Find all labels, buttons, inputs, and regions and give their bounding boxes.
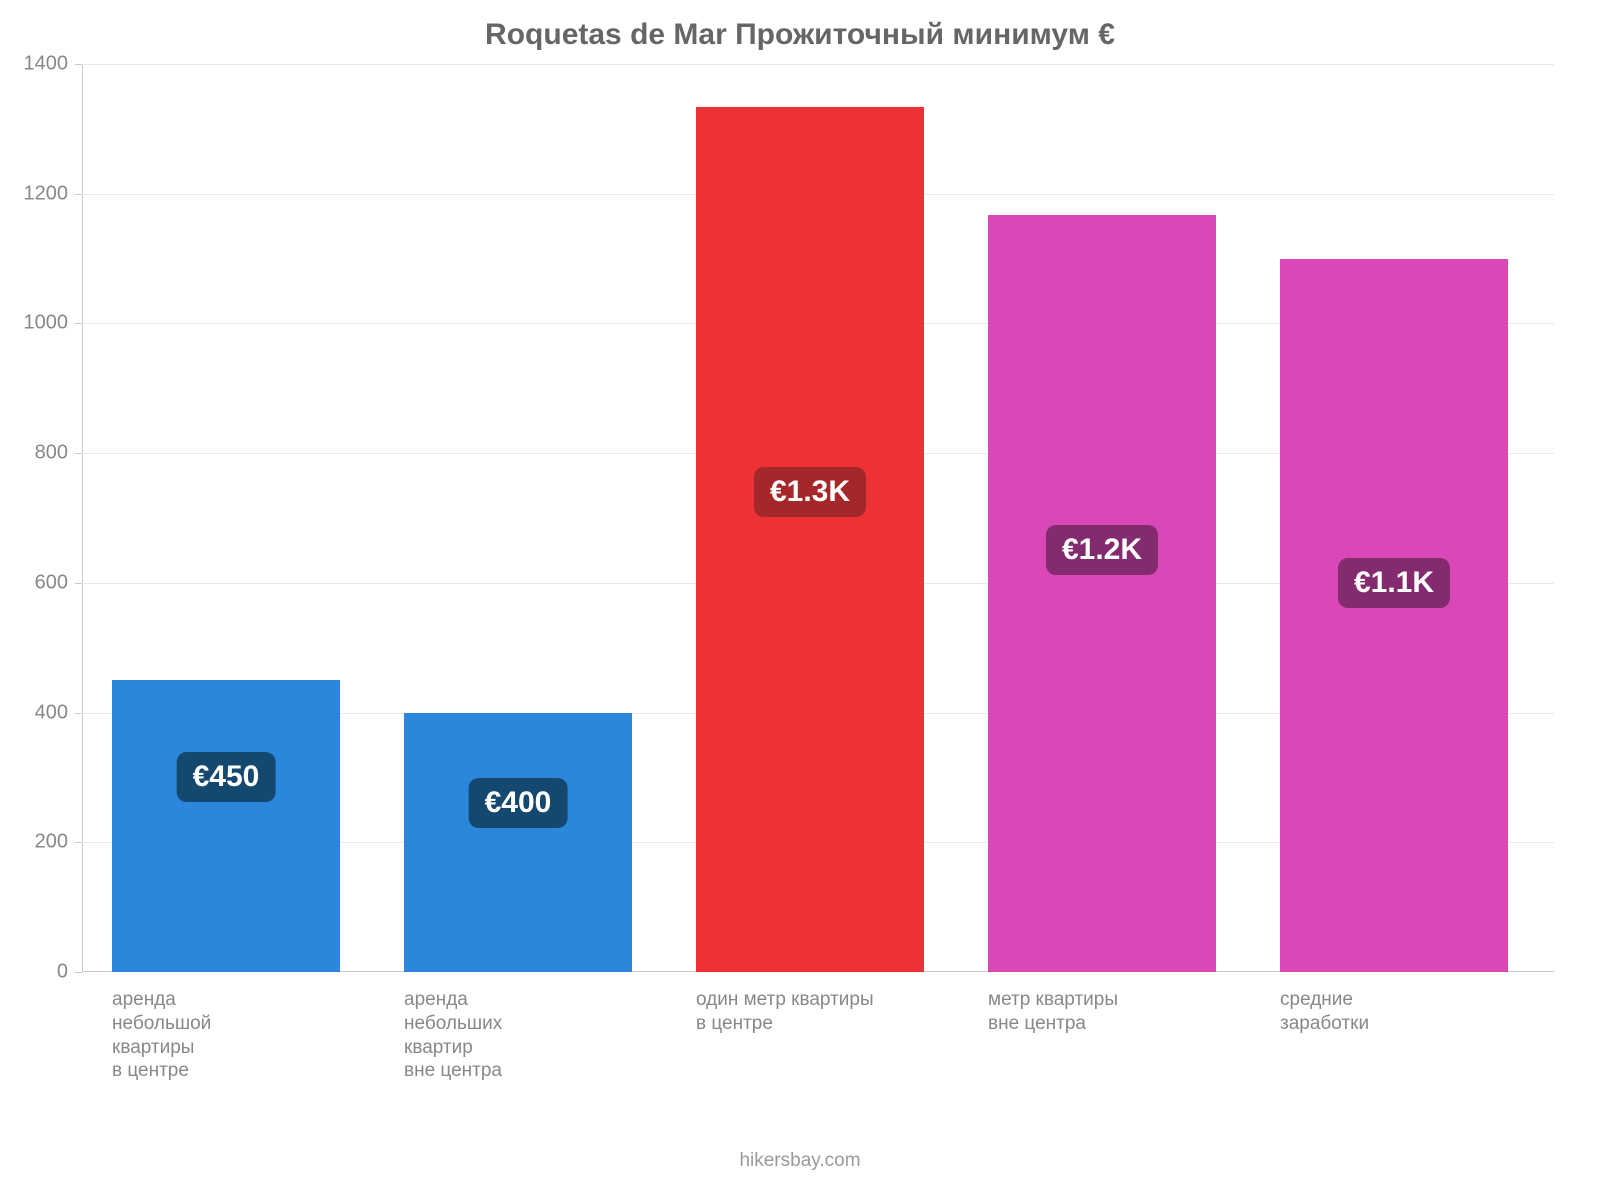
x-tick-label: один метр квартиры в центре [696, 972, 874, 1036]
bar [112, 680, 340, 972]
y-tick-label: 800 [35, 442, 82, 465]
value-badge: €1.2K [1046, 525, 1158, 575]
x-tick-label: метр квартиры вне центра [988, 972, 1118, 1036]
grid-line [82, 64, 1554, 65]
y-tick-label: 1200 [24, 182, 83, 205]
y-tick-label: 200 [35, 831, 82, 854]
y-tick-label: 600 [35, 571, 82, 594]
y-axis [82, 64, 83, 972]
chart-container: Roquetas de Mar Прожиточный минимум € 02… [0, 0, 1600, 1200]
x-tick-label: аренда небольших квартир вне центра [404, 972, 502, 1083]
value-badge: €400 [469, 778, 568, 828]
y-tick-label: 1400 [24, 53, 83, 76]
value-badge: €1.1K [1338, 558, 1450, 608]
bar [696, 107, 924, 972]
value-badge: €450 [177, 752, 276, 802]
bar [988, 215, 1216, 972]
bar [1280, 259, 1508, 972]
x-tick-label: аренда небольшой квартиры в центре [112, 972, 211, 1083]
footer-credit: hikersbay.com [0, 1150, 1600, 1172]
chart-title: Roquetas de Mar Прожиточный минимум € [0, 18, 1600, 52]
bar [404, 713, 632, 972]
y-tick-label: 1000 [24, 312, 83, 335]
y-tick-label: 0 [57, 961, 82, 984]
x-tick-label: средние заработки [1280, 972, 1369, 1036]
plot-area: 0200400600800100012001400€450аренда небо… [82, 64, 1554, 972]
y-tick-label: 400 [35, 701, 82, 724]
value-badge: €1.3K [754, 467, 866, 517]
